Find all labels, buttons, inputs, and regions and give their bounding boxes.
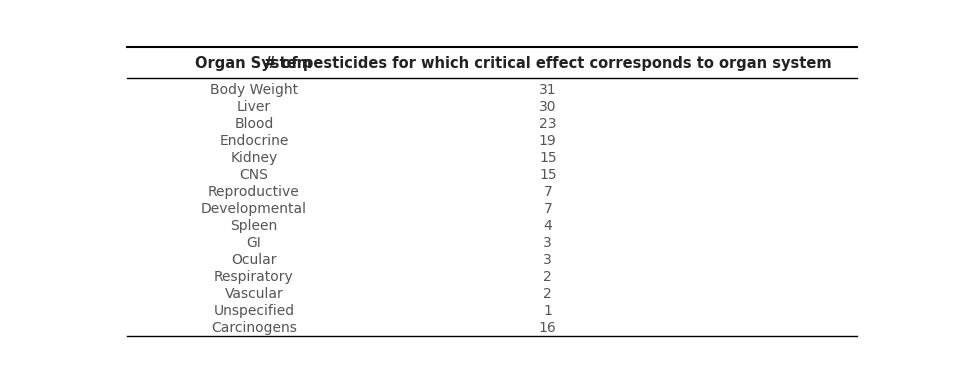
Text: 1: 1: [543, 305, 552, 319]
Text: 30: 30: [540, 100, 557, 114]
Text: 15: 15: [539, 151, 557, 165]
Text: Liver: Liver: [237, 100, 271, 114]
Text: Carcinogens: Carcinogens: [211, 321, 297, 336]
Text: Organ System: Organ System: [196, 55, 312, 71]
Text: 7: 7: [543, 185, 552, 199]
Text: 16: 16: [539, 321, 557, 336]
Text: 19: 19: [539, 134, 557, 148]
Text: 3: 3: [543, 236, 552, 250]
Text: Vascular: Vascular: [225, 288, 283, 301]
Text: 2: 2: [543, 270, 552, 284]
Text: Reproductive: Reproductive: [208, 185, 300, 199]
Text: 23: 23: [540, 117, 557, 131]
Text: 15: 15: [539, 168, 557, 182]
Text: Respiratory: Respiratory: [214, 270, 294, 284]
Text: GI: GI: [247, 236, 261, 250]
Text: # of pesticides for which critical effect corresponds to organ system: # of pesticides for which critical effec…: [264, 55, 831, 71]
Text: 4: 4: [543, 219, 552, 233]
Text: 7: 7: [543, 202, 552, 216]
Text: Unspecified: Unspecified: [213, 305, 295, 319]
Text: Developmental: Developmental: [201, 202, 307, 216]
Text: Spleen: Spleen: [230, 219, 277, 233]
Text: Kidney: Kidney: [230, 151, 277, 165]
Text: Ocular: Ocular: [231, 253, 276, 267]
Text: 3: 3: [543, 253, 552, 267]
Text: 31: 31: [539, 83, 557, 97]
Text: Body Weight: Body Weight: [210, 83, 298, 97]
Text: CNS: CNS: [239, 168, 269, 182]
Text: Endocrine: Endocrine: [219, 134, 289, 148]
Text: Blood: Blood: [234, 117, 274, 131]
Text: 2: 2: [543, 288, 552, 301]
